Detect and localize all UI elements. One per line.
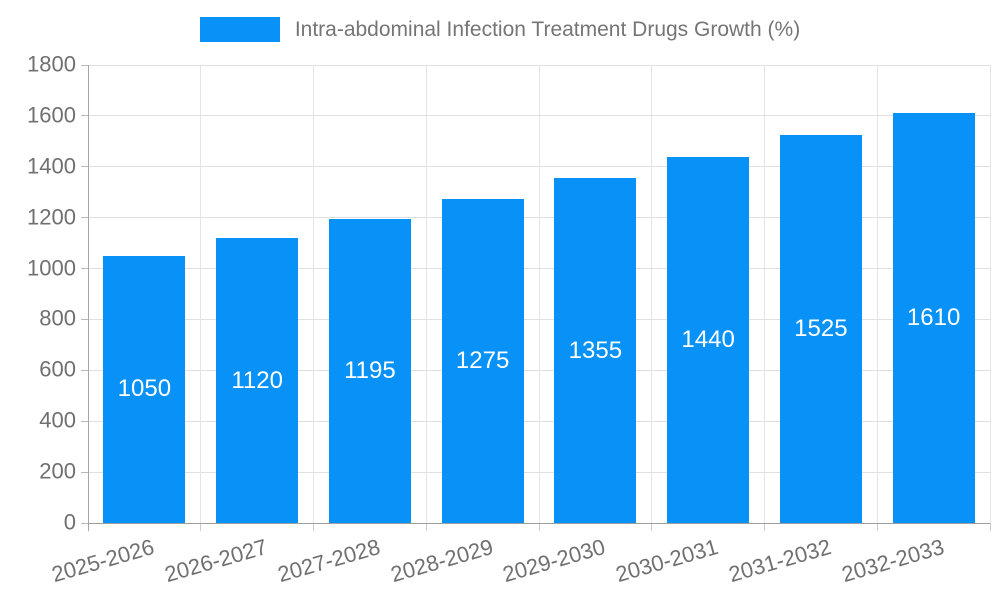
legend-swatch[interactable]	[199, 17, 280, 42]
y-axis-tick	[81, 115, 88, 117]
y-axis-tick	[81, 369, 88, 371]
y-axis-tick-label: 800	[39, 305, 76, 331]
bar-value-label: 1195	[344, 356, 396, 384]
x-axis-tick	[989, 523, 991, 531]
y-axis-tick-label: 200	[39, 458, 76, 484]
x-axis-tick	[313, 523, 314, 531]
x-gridline	[425, 65, 427, 523]
y-axis-tick	[81, 166, 88, 168]
y-axis-tick	[81, 217, 88, 219]
x-axis-tick	[200, 523, 202, 531]
x-axis-tick	[876, 523, 878, 531]
x-gridline	[989, 65, 991, 523]
y-axis-tick-label: 1800	[27, 51, 76, 77]
y-axis-tick-label: 0	[63, 509, 76, 535]
y-axis-tick-label: 600	[39, 356, 76, 382]
bar-value-label: 1050	[117, 375, 172, 403]
bar[interactable]: 1525	[779, 134, 862, 523]
y-axis-tick	[81, 268, 88, 270]
x-axis-tick	[425, 523, 427, 531]
x-axis-line	[88, 522, 990, 524]
y-axis-tick-label: 1600	[27, 102, 76, 128]
y-axis-tick-label: 1400	[27, 153, 76, 179]
bar[interactable]: 1120	[216, 238, 299, 523]
x-axis-tick	[651, 523, 653, 531]
x-gridline	[200, 65, 202, 523]
x-gridline	[651, 65, 653, 523]
y-axis-tick	[81, 318, 88, 320]
y-axis-tick	[81, 522, 88, 524]
bar-value-label: 1440	[681, 325, 735, 353]
y-axis-tick-label: 1000	[27, 255, 76, 281]
bar[interactable]: 1050	[103, 255, 186, 523]
x-gridline	[313, 65, 314, 523]
bar-value-label: 1610	[906, 304, 961, 332]
bar[interactable]: 1440	[667, 156, 750, 523]
y-axis-tick	[81, 471, 88, 473]
bar-value-label: 1355	[568, 336, 623, 364]
legend-label[interactable]: Intra-abdominal Infection Treatment Drug…	[294, 17, 801, 41]
bar[interactable]: 1355	[554, 178, 637, 523]
bar-value-label: 1120	[231, 366, 283, 394]
bar[interactable]: 1610	[892, 113, 975, 523]
y-axis-tick-label: 1200	[27, 204, 76, 230]
x-axis-tick	[538, 523, 540, 531]
bar-value-label: 1525	[794, 314, 848, 342]
y-axis-tick	[81, 64, 88, 66]
legend[interactable]: Intra-abdominal Infection Treatment Drug…	[0, 17, 1000, 42]
y-axis-tick-label: 400	[39, 407, 76, 433]
x-gridline	[876, 65, 878, 523]
x-gridline	[538, 65, 540, 523]
y-axis-tick	[81, 420, 88, 422]
x-gridline	[764, 65, 765, 523]
x-axis-tick	[764, 523, 765, 531]
y-axis-line	[87, 65, 89, 531]
bar[interactable]: 1275	[441, 198, 524, 523]
bar-value-label: 1275	[455, 346, 510, 374]
bar[interactable]: 1195	[328, 218, 411, 523]
